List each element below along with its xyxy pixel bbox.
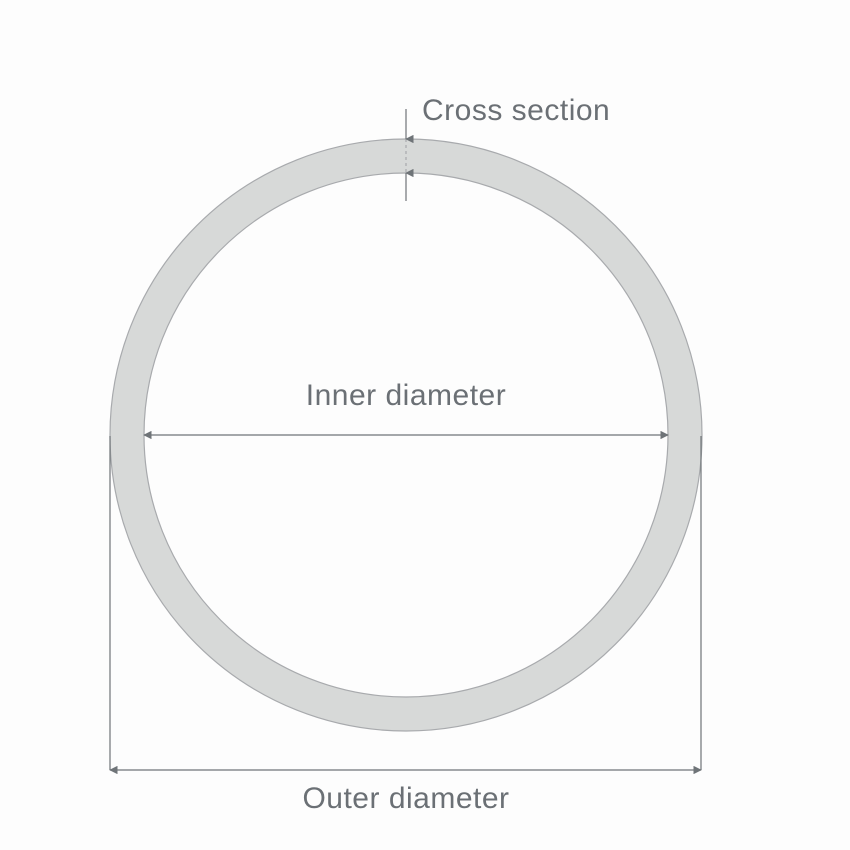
outer-diameter-label: Outer diameter <box>302 782 509 815</box>
cross-section-label: Cross section <box>422 94 610 127</box>
inner-diameter-label: Inner diameter <box>306 379 506 412</box>
ring-diagram: Cross section Inner diameter Outer diame… <box>0 0 850 850</box>
